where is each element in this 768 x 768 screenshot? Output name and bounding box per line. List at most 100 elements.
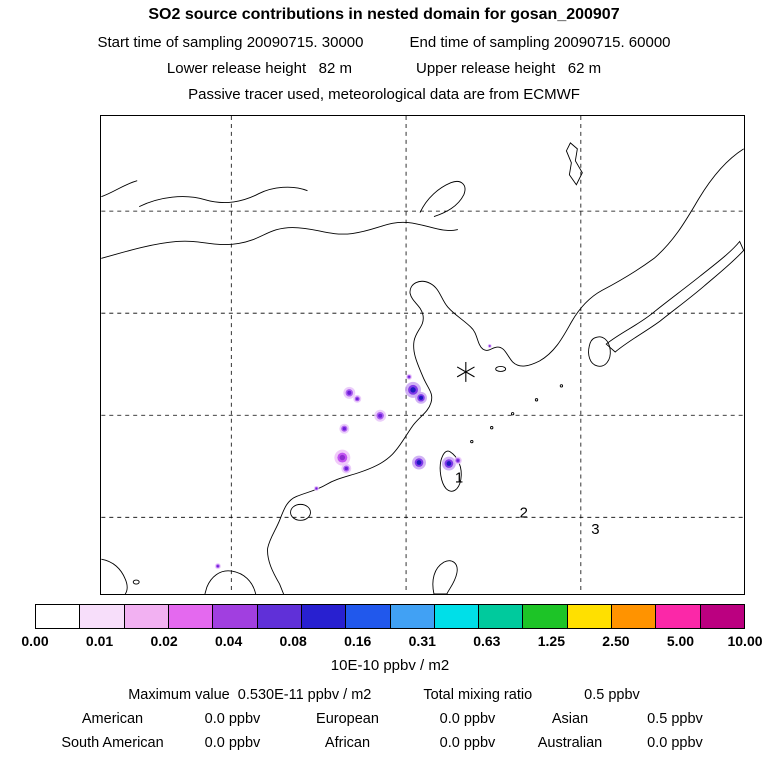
colorbar-segment [346,605,391,628]
region-stat-value: 0.5 ppbv [647,711,703,727]
colorbar-segment [213,605,258,628]
sampling-time-row: Start time of sampling 20090715. 30000 E… [0,34,768,51]
interior-border-line [101,221,458,259]
colorbar-tick-label: 0.00 [21,633,49,649]
colorbar-tick-label: 0.31 [408,633,436,649]
start-time-label: Start time of sampling 20090715. 30000 [97,34,364,51]
colorbar-segment [124,605,169,628]
ryukyu-island-dot [490,426,494,430]
japan-kyushu [588,336,611,367]
concentration-blob [355,397,359,401]
colorbar-tick-labels: 0.00 0.01 0.02 0.04 0.08 0.16 0.31 0.63 1.25 2.50… [21,633,762,651]
region-stat-label: African [324,735,371,751]
coastline-gulf-of-thailand [204,570,257,594]
receptor-asterisk-marker [456,366,475,378]
colorbar-segment [700,605,744,628]
colorbar-segment [523,605,568,628]
colorbar-tick-label: 0.08 [279,633,307,649]
ryukyu-island-dot [510,412,515,416]
concentration-blob [410,387,416,393]
tracer-note-label: Passive tracer used, meteorological data… [188,86,580,103]
region-stat-value: 0.0 ppbv [647,735,703,751]
colorbar-segment [567,605,613,628]
interior-border-line [138,186,308,208]
end-time-label: End time of sampling 20090715. 60000 [409,34,671,51]
coastline-bottom-left [101,558,128,594]
concentration-blob [446,461,452,466]
marker-layer: 1 2 3 [455,361,600,538]
concentration-blob [347,390,352,395]
colorbar-segment [80,605,125,628]
concentration-blob [416,460,422,465]
concentration-blob [216,565,219,568]
total-mixing-ratio-label: Total mixing ratio [423,687,533,703]
cluster-number-label: 1 [455,469,463,486]
region-stat-label: South American [61,735,164,751]
concentration-blob [344,466,349,471]
colorbar-segment [612,605,657,628]
colorbar-tick-label: 2.50 [602,633,630,649]
ryukyu-island-dot [534,398,539,402]
colorbar-segment [36,605,81,628]
region-stat-label: American [81,711,144,727]
interior-border-line [101,180,138,198]
colorbar-segment [656,605,701,628]
colorbar-segment [434,605,480,628]
colorbar-tick-label: 0.16 [344,633,372,649]
cluster-number-label: 3 [591,521,599,538]
ryukyu-island-dot [559,384,564,388]
island-luzon [432,560,458,594]
region-stat-value: 0.0 ppbv [439,735,496,751]
max-value-group: Maximum value 0.530E-11 ppbv / m2 [128,687,371,703]
coastline-layer [101,142,744,594]
concentration-blob [342,426,347,431]
map-svg: 1 2 3 [101,116,744,594]
island-hainan [290,503,311,521]
concentration-blob [418,395,424,400]
region-stat-label: European [316,711,379,727]
concentration-blob [489,345,491,347]
colorbar-segment [479,605,524,628]
colorbar-tick-label: 0.01 [85,633,114,649]
concentration-blob [315,487,318,490]
colorbar-tick-label: 10.00 [727,633,763,649]
region-stat-value: 0.0 ppbv [204,711,261,727]
colorbar-segment [257,605,302,628]
colorbar-segment [390,605,435,628]
release-height-row: Lower release height 82 m Upper release … [0,60,768,77]
island-sakhalin-tip [565,142,583,186]
colorbar-segment [168,605,214,628]
concentration-blob [339,454,346,461]
grid-layer [101,116,744,594]
region-stat-value: 0.0 ppbv [439,711,496,727]
concentration-blob [408,375,411,378]
island-taiwan [439,450,462,492]
region-stat-label: Australian [537,735,603,751]
concentration-blob [456,459,460,462]
map-panel: 1 2 3 [100,115,745,595]
colorbar [35,604,745,629]
japan-honshu [605,240,744,353]
coastline-mainland [267,148,744,594]
max-value-label: Maximum value [128,687,230,703]
page-title: SO2 source contributions in nested domai… [148,6,620,23]
max-value: 0.530E-11 ppbv / m2 [237,687,372,703]
colorbar-tick-label: 5.00 [666,633,695,649]
colorbar-segment [301,605,347,628]
total-mixing-ratio-value: 0.5 ppbv [584,687,640,703]
concentration-blob [378,413,383,418]
tracer-note-row: Passive tracer used, meteorological data… [0,86,768,103]
colorbar-tick-label: 0.02 [150,633,178,649]
colorbar-tick-label: 0.04 [215,633,243,649]
cluster-number-label: 2 [520,504,528,521]
small-island [132,579,140,585]
lower-release-label: Lower release height 82 m [166,60,352,77]
colorbar-tick-label: 0.63 [473,633,501,649]
colorbar-tick-label: 1.25 [537,633,565,649]
region-stats-grid: American 0.0 ppbv European 0.0 ppbv Asian 0.5… [40,709,730,754]
ryukyu-island-dot [470,439,474,444]
region-stat-label: Asian [551,711,589,727]
interior-border-line [419,181,466,218]
concentration-blob-layer [214,344,492,570]
upper-release-label: Upper release height 62 m [416,60,602,77]
